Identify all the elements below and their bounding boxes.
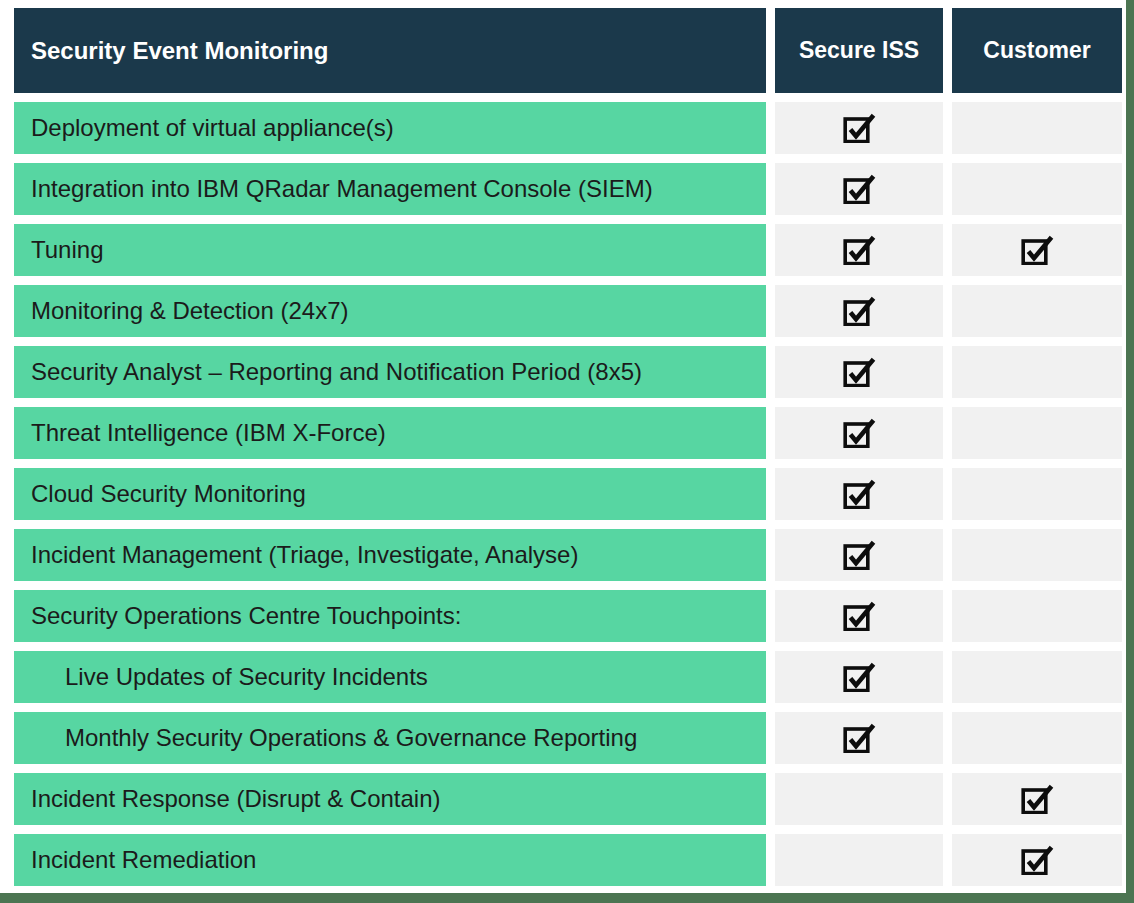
column-header-customer: Customer (952, 8, 1122, 93)
secure-iss-cell (775, 285, 943, 337)
secure-iss-cell (775, 468, 943, 520)
row-label: Cloud Security Monitoring (14, 468, 766, 520)
secure-iss-cell (775, 651, 943, 703)
row-label: Security Analyst – Reporting and Notific… (14, 346, 766, 398)
row-label: Incident Remediation (14, 834, 766, 886)
secure-iss-cell (775, 102, 943, 154)
checked-checkbox-icon (843, 357, 876, 387)
checked-checkbox-icon (1021, 235, 1054, 265)
checked-checkbox-icon (1021, 784, 1054, 814)
checked-checkbox-icon (843, 113, 876, 143)
secure-iss-cell (775, 224, 943, 276)
customer-cell (952, 346, 1122, 398)
secure-iss-cell (775, 346, 943, 398)
row-label: Tuning (14, 224, 766, 276)
secure-iss-cell (775, 407, 943, 459)
checked-checkbox-icon (843, 235, 876, 265)
secure-iss-cell (775, 163, 943, 215)
frame-border-bottom (0, 893, 1134, 903)
secure-iss-cell (775, 712, 943, 764)
secure-iss-cell (775, 529, 943, 581)
checked-checkbox-icon (843, 540, 876, 570)
checked-checkbox-icon (1021, 845, 1054, 875)
checked-checkbox-icon (843, 174, 876, 204)
checked-checkbox-icon (843, 723, 876, 753)
customer-cell (952, 651, 1122, 703)
customer-cell (952, 590, 1122, 642)
table-title: Security Event Monitoring (14, 8, 766, 93)
row-label: Monitoring & Detection (24x7) (14, 285, 766, 337)
customer-cell (952, 163, 1122, 215)
secure-iss-cell (775, 834, 943, 886)
secure-iss-cell (775, 773, 943, 825)
row-label: Integration into IBM QRadar Management C… (14, 163, 766, 215)
row-label: Threat Intelligence (IBM X-Force) (14, 407, 766, 459)
row-label: Incident Response (Disrupt & Contain) (14, 773, 766, 825)
customer-cell (952, 285, 1122, 337)
row-label: Monthly Security Operations & Governance… (14, 712, 766, 764)
customer-cell (952, 712, 1122, 764)
customer-cell (952, 773, 1122, 825)
customer-cell (952, 407, 1122, 459)
checked-checkbox-icon (843, 479, 876, 509)
checked-checkbox-icon (843, 296, 876, 326)
customer-cell (952, 102, 1122, 154)
secure-iss-cell (775, 590, 943, 642)
checked-checkbox-icon (843, 662, 876, 692)
customer-cell (952, 834, 1122, 886)
row-label: Live Updates of Security Incidents (14, 651, 766, 703)
row-label: Incident Management (Triage, Investigate… (14, 529, 766, 581)
row-label: Deployment of virtual appliance(s) (14, 102, 766, 154)
customer-cell (952, 529, 1122, 581)
checked-checkbox-icon (843, 418, 876, 448)
checked-checkbox-icon (843, 601, 876, 631)
responsibility-matrix-table: Security Event Monitoring Secure ISS Cus… (14, 8, 1122, 886)
customer-cell (952, 468, 1122, 520)
row-label: Security Operations Centre Touchpoints: (14, 590, 766, 642)
customer-cell (952, 224, 1122, 276)
frame-border-right (1126, 0, 1134, 903)
column-header-secure-iss: Secure ISS (775, 8, 943, 93)
